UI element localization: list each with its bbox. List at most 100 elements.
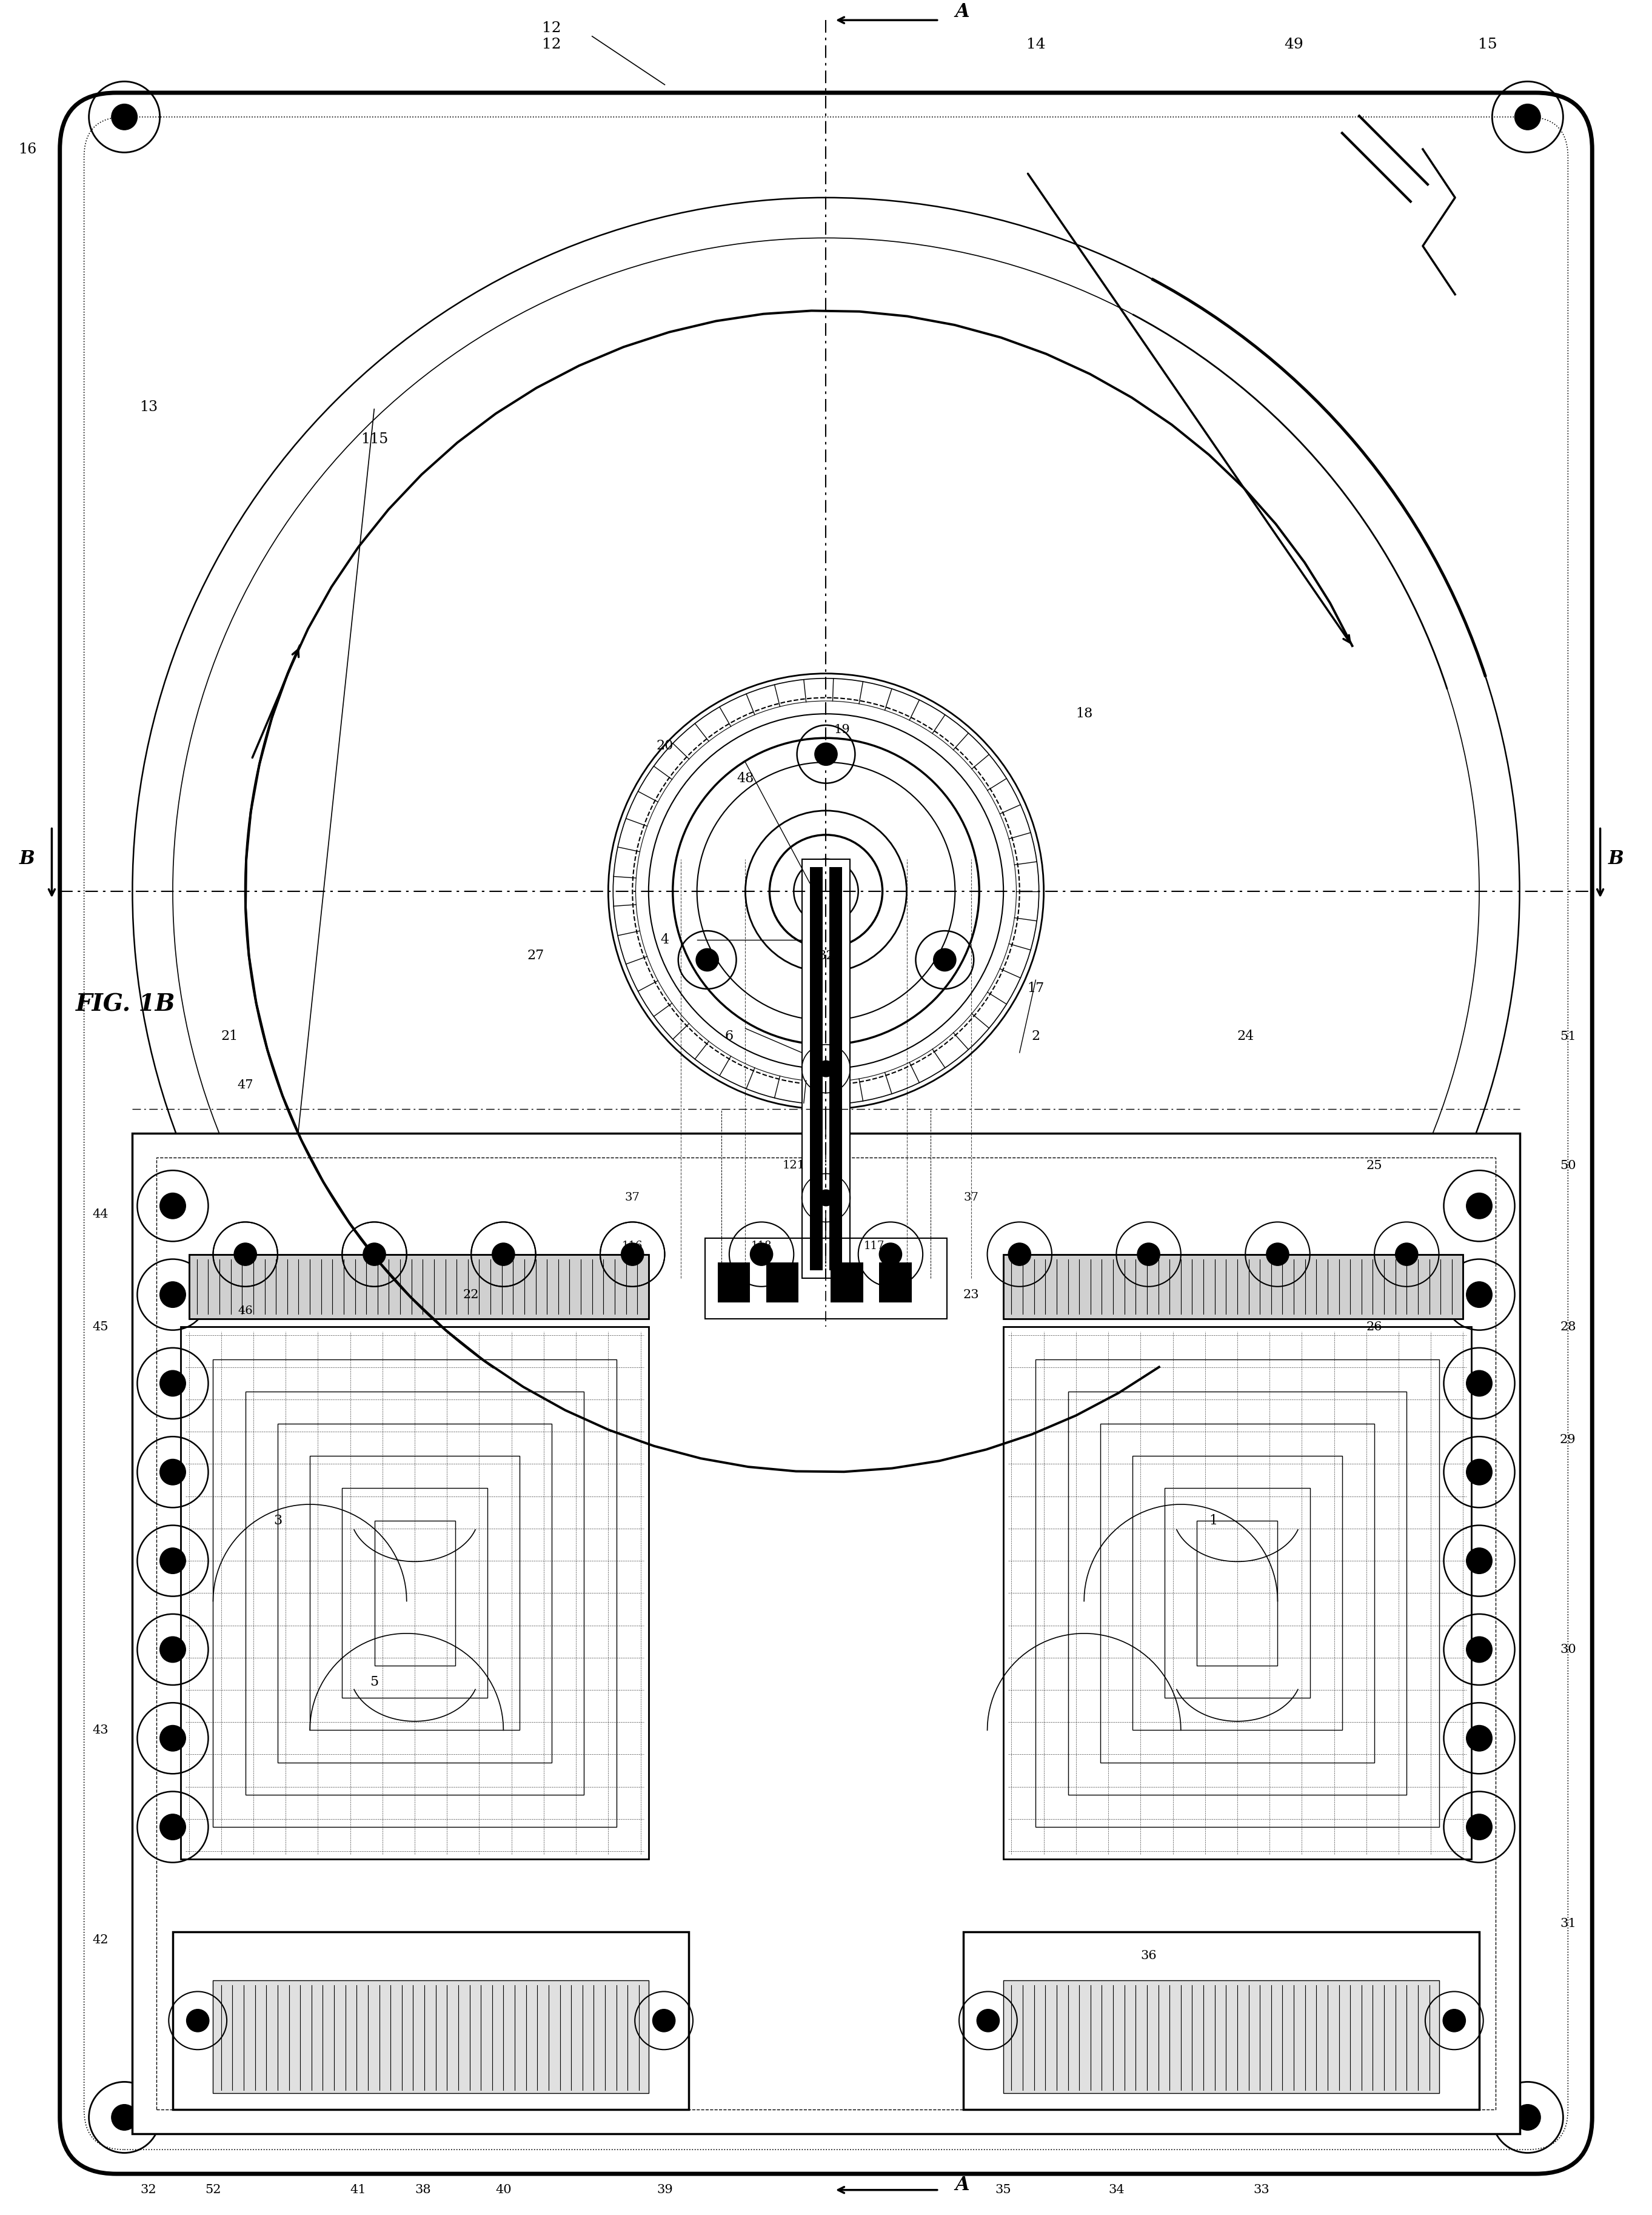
Circle shape	[1467, 1548, 1492, 1573]
Text: 115: 115	[360, 432, 388, 447]
Text: 41: 41	[350, 2184, 367, 2195]
Text: 27: 27	[527, 950, 544, 964]
Text: 14: 14	[1026, 38, 1046, 51]
Text: 38: 38	[415, 2184, 431, 2195]
Circle shape	[363, 1243, 385, 1265]
Text: 48: 48	[737, 771, 753, 784]
Text: 40: 40	[496, 2184, 512, 2195]
Bar	[1165, 1488, 1310, 1699]
Bar	[342, 1488, 487, 1699]
Circle shape	[933, 948, 957, 970]
Bar	[1067, 1391, 1406, 1794]
Text: 21: 21	[221, 1030, 238, 1043]
Text: 2: 2	[1031, 1030, 1041, 1043]
Bar	[831, 1263, 862, 1302]
Circle shape	[1137, 1243, 1160, 1265]
Circle shape	[160, 1637, 185, 1663]
Text: 30: 30	[1559, 1644, 1576, 1655]
Text: FIG. 1B: FIG. 1B	[76, 992, 175, 1017]
Text: 16: 16	[18, 142, 36, 157]
Bar	[1003, 1254, 1464, 1318]
Bar	[801, 859, 851, 1278]
Circle shape	[1267, 1243, 1289, 1265]
Bar	[132, 1134, 1520, 2133]
Text: 46: 46	[238, 1305, 253, 1316]
Text: 121: 121	[783, 1161, 805, 1172]
Circle shape	[695, 948, 719, 970]
Bar	[1003, 1327, 1472, 1858]
Bar	[173, 1931, 689, 2109]
Bar	[705, 1238, 947, 1318]
Text: B: B	[20, 851, 35, 868]
Bar	[1003, 1254, 1464, 1318]
Circle shape	[187, 2009, 210, 2031]
Circle shape	[818, 1061, 834, 1076]
FancyBboxPatch shape	[59, 93, 1593, 2173]
Bar	[829, 866, 843, 1271]
Text: 26: 26	[1366, 1320, 1383, 1333]
Text: A: A	[955, 2, 970, 22]
Circle shape	[1467, 1194, 1492, 1218]
Circle shape	[160, 1725, 185, 1752]
Circle shape	[879, 1243, 902, 1265]
Circle shape	[1467, 1725, 1492, 1752]
Text: 47: 47	[238, 1079, 253, 1090]
Bar	[278, 1424, 552, 1763]
Bar	[963, 1931, 1479, 2109]
Bar	[180, 1327, 649, 1858]
Text: 42: 42	[93, 1934, 109, 1945]
Circle shape	[750, 1243, 773, 1265]
Text: 28: 28	[1559, 1320, 1576, 1333]
Circle shape	[111, 104, 137, 131]
Circle shape	[1467, 1371, 1492, 1395]
Circle shape	[621, 1243, 644, 1265]
Text: 1: 1	[1209, 1513, 1218, 1526]
Circle shape	[1467, 1460, 1492, 1484]
Text: 4: 4	[661, 933, 669, 946]
Text: 23: 23	[963, 1289, 980, 1300]
Bar	[375, 1519, 454, 1666]
Bar	[188, 1254, 649, 1318]
Text: 43: 43	[93, 1725, 109, 1737]
Bar	[188, 1254, 649, 1318]
Circle shape	[653, 2009, 676, 2031]
Text: 31: 31	[1559, 1918, 1576, 1929]
Text: 36: 36	[1140, 1949, 1156, 1962]
Bar	[213, 1360, 616, 1827]
Text: B: B	[1609, 851, 1624, 868]
Bar	[809, 866, 823, 1271]
Circle shape	[1396, 1243, 1417, 1265]
Circle shape	[1442, 2009, 1465, 2031]
Bar	[879, 1263, 912, 1302]
Circle shape	[1467, 1637, 1492, 1663]
Bar	[1036, 1360, 1439, 1827]
Circle shape	[160, 1460, 185, 1484]
Text: 22: 22	[463, 1289, 479, 1300]
Text: 17: 17	[1028, 981, 1044, 995]
Text: 15: 15	[1479, 38, 1497, 51]
Text: 32: 32	[140, 2184, 157, 2195]
Circle shape	[160, 1194, 185, 1218]
Circle shape	[160, 1814, 185, 1841]
Text: 25: 25	[1366, 1161, 1383, 1172]
Circle shape	[111, 2104, 137, 2131]
Bar	[180, 1327, 649, 1858]
Circle shape	[1515, 2104, 1541, 2131]
Text: 6: 6	[725, 1030, 733, 1043]
Circle shape	[1008, 1243, 1031, 1265]
Circle shape	[160, 1371, 185, 1395]
Circle shape	[814, 742, 838, 766]
Text: 51: 51	[1559, 1030, 1576, 1043]
Circle shape	[160, 1282, 185, 1307]
Text: 50: 50	[1559, 1161, 1576, 1172]
Text: 33: 33	[1254, 2184, 1270, 2195]
Text: 12: 12	[542, 22, 562, 35]
Text: 45: 45	[93, 1320, 109, 1333]
Bar	[157, 1158, 1495, 2109]
Text: 19: 19	[834, 724, 851, 735]
Text: 35: 35	[996, 2184, 1011, 2195]
Circle shape	[1467, 1282, 1492, 1307]
Text: 3: 3	[273, 1513, 282, 1526]
Text: 24: 24	[1237, 1030, 1254, 1043]
Circle shape	[492, 1243, 515, 1265]
